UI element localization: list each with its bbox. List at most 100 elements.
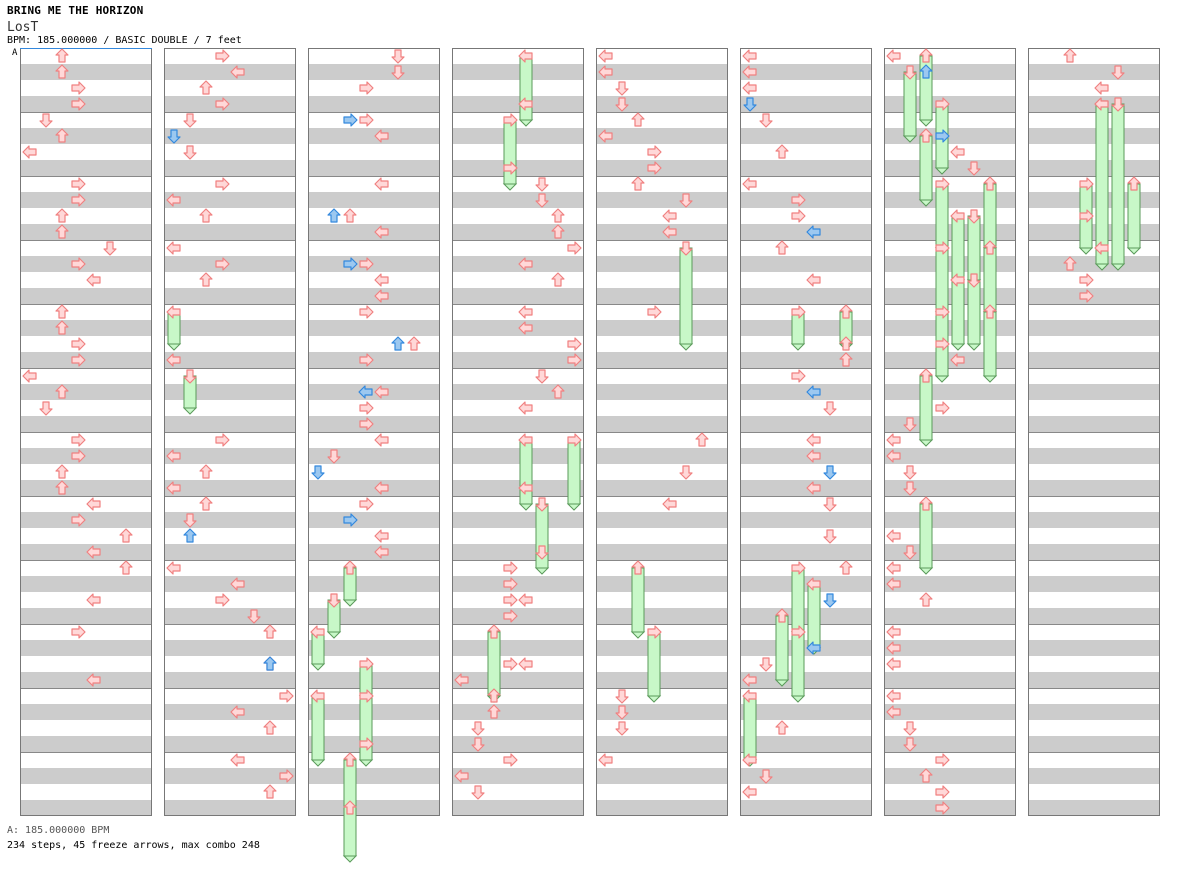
beat-stripe [740,608,872,624]
step-arrow-blue-right [935,129,950,143]
step-arrow-blue-right [343,257,358,271]
beat-stripe [308,160,440,176]
step-arrow-down [679,241,693,256]
beat-stripe [164,384,296,400]
step-arrow-left [454,769,469,783]
step-arrow-right [935,337,950,351]
step-arrow-left [886,625,901,639]
step-arrow-up [487,704,501,719]
freeze-tail [790,343,806,351]
step-arrow-up [775,608,789,623]
beat-stripe [20,704,152,720]
step-arrow-blue-up [919,64,933,79]
beat-stripe [1028,640,1160,656]
step-arrow-right [791,209,806,223]
step-arrow-right [791,193,806,207]
freeze-arrow [743,695,757,761]
beat-stripe [164,672,296,688]
step-arrow-left [518,305,533,319]
step-arrow-up [407,336,421,351]
beat-stripe [20,800,152,816]
step-arrow-right [359,657,374,671]
beat-stripe [884,384,1016,400]
beat-stripe [1028,352,1160,368]
beat-stripe [596,416,728,432]
beat-stripe [884,704,1016,720]
step-arrow-down [103,241,117,256]
step-arrow-down [903,65,917,80]
step-arrow-down [535,193,549,208]
step-arrow-left [806,577,821,591]
step-arrow-right [791,561,806,575]
beat-stripe [596,96,728,112]
step-arrow-left [886,577,901,591]
step-arrow-up [919,496,933,511]
step-arrow-down [39,113,53,128]
beat-stripe [20,192,152,208]
step-arrow-left [166,193,181,207]
step-arrow-blue-down [167,129,181,144]
step-arrow-left [806,433,821,447]
step-arrow-left [886,705,901,719]
freeze-arrow [775,615,789,681]
step-arrow-down [535,545,549,560]
beat-stripe [884,768,1016,784]
beat-stripe [452,288,584,304]
beat-stripe [1028,480,1160,496]
column-border [164,48,296,816]
beat-stripe [740,768,872,784]
step-arrow-right [359,737,374,751]
beat-stripe [452,480,584,496]
beat-stripe [1028,768,1160,784]
step-arrow-left [518,657,533,671]
step-arrow-left [374,289,389,303]
step-arrow-up [55,208,69,223]
step-arrow-up [983,240,997,255]
step-arrow-up [983,176,997,191]
freeze-tail [534,567,550,575]
step-arrow-left [950,209,965,223]
beat-stripe [308,352,440,368]
beat-stripe [20,64,152,80]
step-arrow-left [518,97,533,111]
step-arrow-up [343,800,357,815]
step-arrow-right [935,305,950,319]
step-arrow-left [166,449,181,463]
beat-stripe [596,768,728,784]
freeze-arrow [951,279,965,345]
beat-stripe [452,576,584,592]
beat-stripe [308,800,440,816]
step-arrow-up [839,336,853,351]
step-arrow-up [55,464,69,479]
step-arrow-right [359,401,374,415]
beat-stripe [740,480,872,496]
step-arrow-blue-down [823,593,837,608]
freeze-arrow [791,567,805,633]
freeze-arrow [919,503,933,569]
freeze-arrow [951,215,965,281]
step-arrow-down [327,593,341,608]
step-arrow-left [950,145,965,159]
beat-stripe [884,640,1016,656]
beat-stripe [740,736,872,752]
step-arrow-right [647,625,662,639]
step-arrow-left [230,705,245,719]
step-arrow-left [598,753,613,767]
step-arrow-right [503,577,518,591]
step-arrow-left [742,49,757,63]
step-arrow-down [967,161,981,176]
step-arrow-blue-right [343,513,358,527]
beat-stripe [452,800,584,816]
beat-stripe [740,224,872,240]
beat-stripe [740,544,872,560]
step-arrow-up [263,624,277,639]
beat-stripe [1028,192,1160,208]
step-arrow-left [166,241,181,255]
beat-stripe [1028,320,1160,336]
step-arrow-right [359,305,374,319]
beat-stripe [740,160,872,176]
step-arrow-up [919,592,933,607]
freeze-arrow [519,439,533,505]
beat-stripe [596,288,728,304]
beat-stripe [596,160,728,176]
